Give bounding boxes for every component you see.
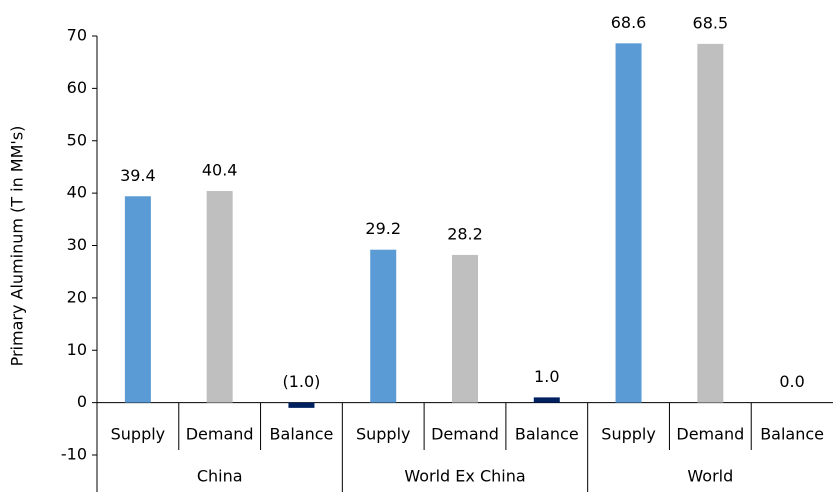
x-tick-label: Supply bbox=[356, 425, 411, 444]
y-tick-label: 30 bbox=[67, 235, 87, 254]
bar bbox=[452, 254, 478, 403]
group-label: China bbox=[197, 467, 243, 486]
bar bbox=[533, 397, 560, 403]
x-tick-label: Demand bbox=[431, 425, 499, 444]
data-label: 0.0 bbox=[779, 372, 804, 391]
data-label: 40.4 bbox=[202, 161, 238, 180]
x-tick-label: Supply bbox=[111, 425, 166, 444]
y-tick-label: 20 bbox=[67, 287, 87, 306]
data-label: 68.6 bbox=[611, 13, 647, 32]
y-axis-label: Primary Aluminum (T in MM's) bbox=[8, 126, 27, 367]
bar bbox=[615, 43, 642, 403]
y-tick-label: 0 bbox=[77, 392, 87, 411]
x-tick-label: Demand bbox=[676, 425, 744, 444]
x-tick-label: Supply bbox=[601, 425, 656, 444]
data-label: 28.2 bbox=[447, 224, 483, 243]
y-tick-label: 40 bbox=[67, 183, 87, 202]
group-label: World bbox=[687, 467, 733, 486]
x-tick-label: Balance bbox=[760, 425, 824, 444]
data-label: 68.5 bbox=[693, 13, 729, 32]
bar bbox=[288, 402, 315, 408]
y-tick-label: 50 bbox=[67, 130, 87, 149]
x-tick-label: Demand bbox=[186, 425, 254, 444]
y-tick-label: -10 bbox=[61, 445, 87, 464]
x-tick-label: Balance bbox=[515, 425, 579, 444]
group-label: World Ex China bbox=[404, 467, 525, 486]
data-label: 1.0 bbox=[534, 367, 559, 386]
bar bbox=[697, 43, 724, 403]
y-tick-label: 70 bbox=[67, 26, 87, 45]
y-tick-label: 10 bbox=[67, 340, 87, 359]
data-label: (1.0) bbox=[282, 372, 320, 391]
data-label: 39.4 bbox=[120, 166, 156, 185]
bar bbox=[370, 249, 397, 403]
x-tick-label: Balance bbox=[270, 425, 334, 444]
bar bbox=[124, 196, 151, 403]
bar bbox=[206, 191, 233, 403]
data-label: 29.2 bbox=[365, 219, 401, 238]
y-tick-label: 60 bbox=[67, 78, 87, 97]
